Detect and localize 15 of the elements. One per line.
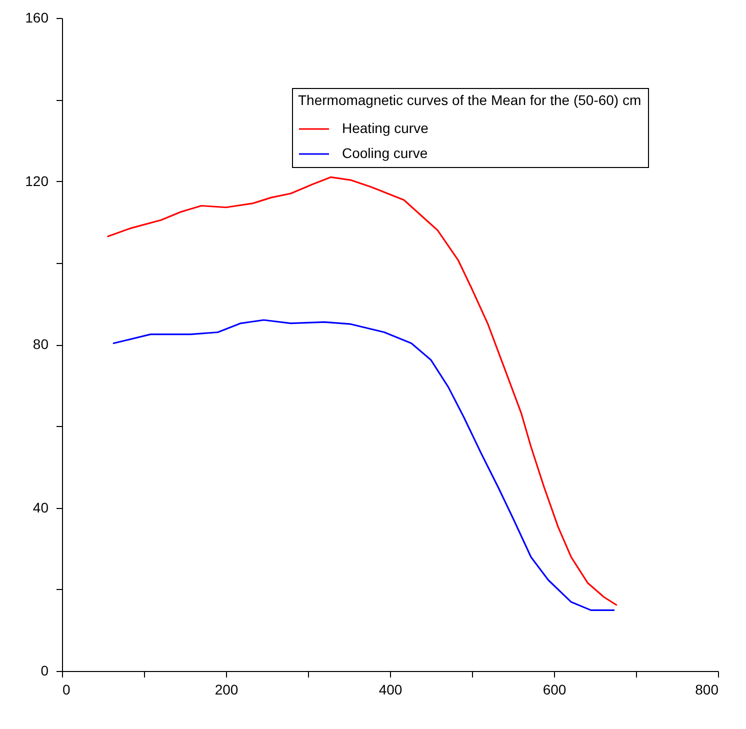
- legend-label: Heating curve: [342, 120, 429, 136]
- y-tick-label: 120: [25, 172, 49, 189]
- y-tick-label: 0: [40, 662, 49, 678]
- x-tick-label: 0: [62, 682, 70, 698]
- y-tick-label: 40: [32, 499, 49, 516]
- x-tick-label: 200: [214, 682, 238, 698]
- x-tick-label: 400: [378, 682, 402, 698]
- x-tick-label: 800: [695, 682, 719, 698]
- legend-title: Thermomagnetic curves of the Mean for the (50-60) cm: [298, 92, 642, 108]
- y-tick-label: 160: [25, 10, 49, 26]
- y-tick-label: 80: [32, 336, 49, 352]
- line-series: [112, 319, 615, 611]
- legend-label: Cooling curve: [342, 145, 428, 161]
- x-tick-label: 600: [542, 682, 566, 698]
- line-series: [107, 176, 618, 606]
